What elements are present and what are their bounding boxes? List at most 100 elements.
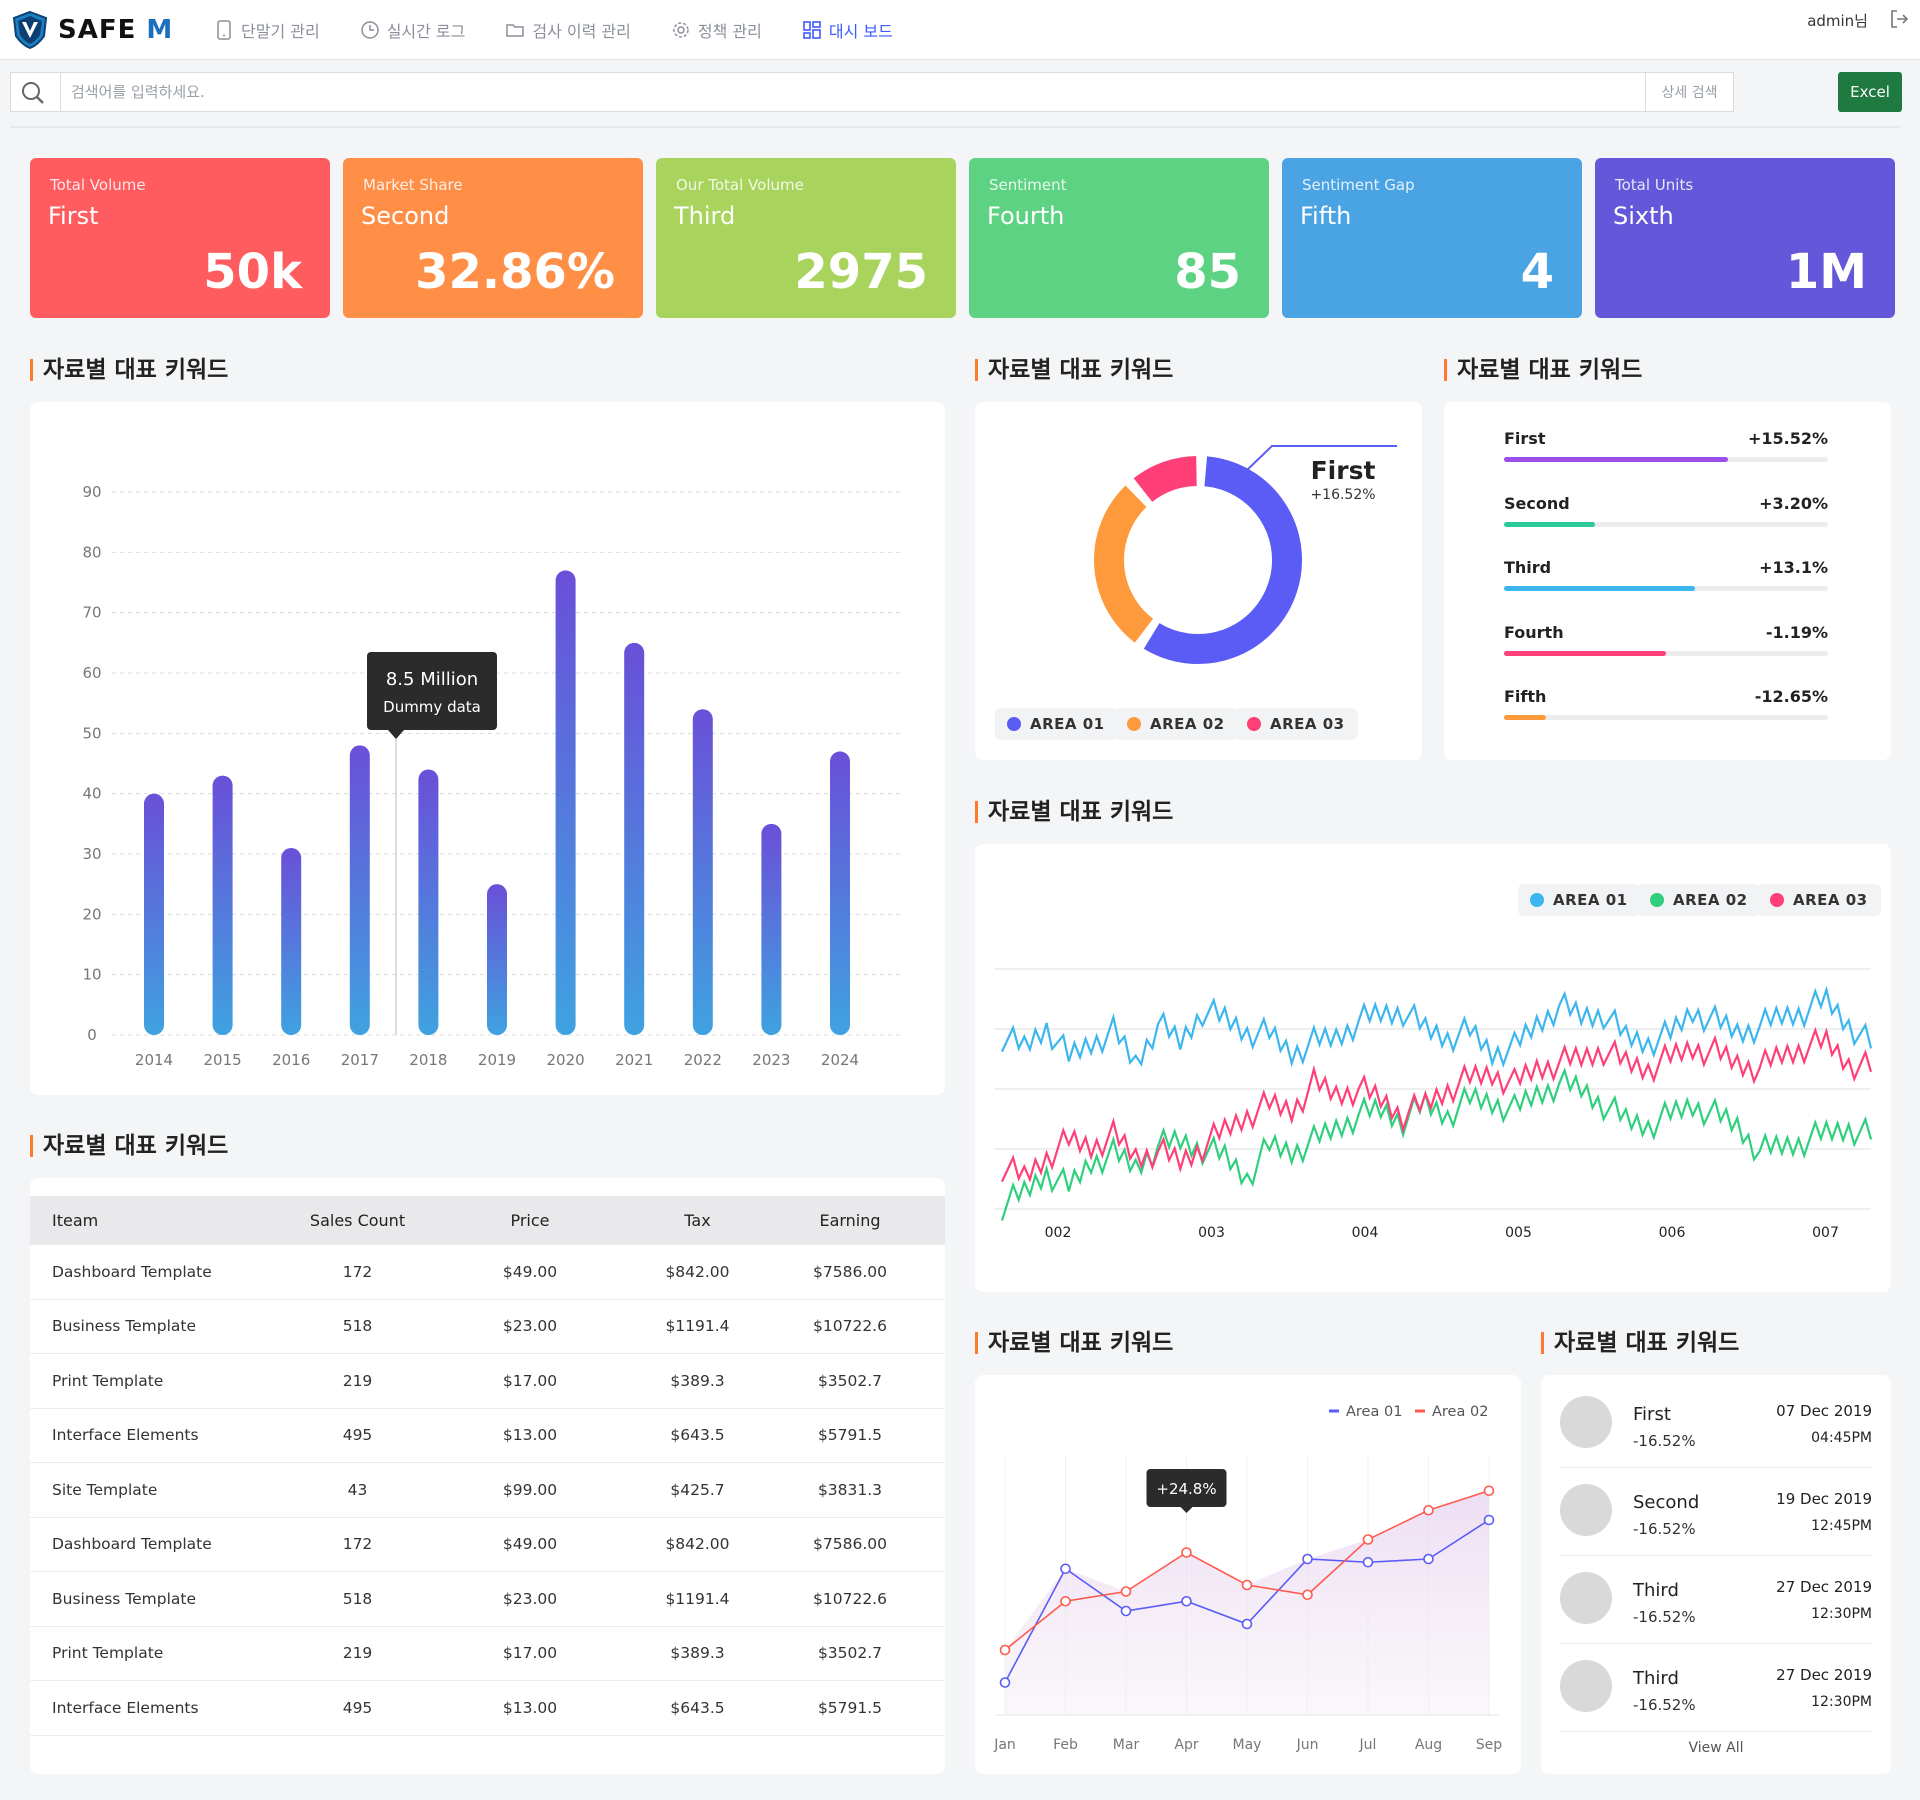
nav-item-label: 정책 관리 (697, 22, 762, 41)
table-row[interactable]: Business Template 518 $23.00 $1191.4 $10722.… (30, 1572, 945, 1627)
data-point[interactable] (999, 1644, 1011, 1656)
table-header-cell[interactable]: Iteam (52, 1211, 99, 1230)
data-point[interactable] (1302, 1589, 1313, 1601)
table-row[interactable]: Site Template 43 $99.00 $425.7 $3831.3 (30, 1463, 945, 1518)
table-header-cell[interactable]: Sales Count (309, 1211, 406, 1230)
data-point[interactable] (1120, 1605, 1132, 1617)
donut-slice[interactable] (1094, 485, 1154, 643)
data-point[interactable] (1181, 1595, 1192, 1607)
admin-user-label[interactable]: admin님 (1807, 12, 1868, 30)
table-row[interactable]: Print Template 219 $17.00 $389.3 $3502.7 (30, 1627, 945, 1681)
donut-slice[interactable] (1143, 456, 1302, 664)
excel-export-button[interactable]: Excel (1838, 72, 1902, 112)
bar[interactable] (212, 775, 233, 1035)
logo-text: SAFE M (58, 15, 174, 45)
kpi-card[interactable]: Sentiment Gap Fifth 4 (1282, 158, 1582, 318)
search-icon[interactable] (21, 81, 45, 105)
data-point[interactable] (1120, 1586, 1132, 1597)
data-point[interactable] (1423, 1504, 1434, 1516)
section-title-area-chart: 자료별 대표 키워드 (975, 1332, 1173, 1355)
search-input[interactable] (71, 77, 1631, 107)
data-point[interactable] (1302, 1553, 1313, 1565)
table-row[interactable]: Interface Elements 495 $13.00 $643.5 $5791.5 (30, 1681, 945, 1736)
kpi-card[interactable]: Total Volume First 50k (30, 158, 330, 318)
table-cell: 172 (342, 1262, 373, 1281)
logo[interactable]: SAFE M (10, 10, 173, 50)
logout-icon[interactable] (1888, 8, 1910, 30)
table-header-cell[interactable]: Earning (819, 1211, 881, 1230)
bar[interactable] (555, 570, 576, 1035)
progress-pct: -12.65% (1754, 687, 1828, 706)
kpi-value: 2975 (794, 244, 928, 300)
y-tick-label: 10 (82, 966, 101, 984)
table-row[interactable]: Interface Elements 495 $13.00 $643.5 $5791.5 (30, 1409, 945, 1463)
bar[interactable] (487, 884, 507, 1035)
activity-item[interactable]: Third -16.52% 27 Dec 2019 12:30PM (1560, 1644, 1872, 1732)
data-point[interactable] (1483, 1485, 1495, 1497)
series-line[interactable] (1001, 1026, 1873, 1183)
legend-item[interactable]: AREA 03 (1235, 708, 1358, 740)
activity-date: 19 Dec 2019 (1776, 1490, 1872, 1508)
donut-slice[interactable] (1133, 456, 1198, 503)
y-tick-label: 0 (87, 1026, 97, 1044)
nav-item-0[interactable]: 단말기 관리 (214, 18, 320, 42)
activity-item[interactable]: Second -16.52% 19 Dec 2019 12:45PM (1560, 1468, 1872, 1556)
nav-item-1[interactable]: 실시간 로그 (360, 18, 465, 42)
data-point[interactable] (1241, 1618, 1253, 1630)
data-point[interactable] (1060, 1563, 1071, 1575)
view-all-link[interactable]: View All (1688, 1740, 1744, 1756)
bar[interactable] (692, 709, 713, 1035)
legend-item[interactable]: AREA 02 (1115, 708, 1238, 740)
data-point[interactable] (999, 1677, 1011, 1688)
kpi-card[interactable]: Total Units Sixth 1M (1595, 158, 1895, 318)
data-point[interactable] (1060, 1595, 1071, 1607)
data-point[interactable] (1423, 1553, 1434, 1565)
data-point[interactable] (1362, 1556, 1374, 1568)
progress-track (1504, 586, 1828, 591)
data-point[interactable] (1362, 1534, 1374, 1545)
data-point[interactable] (1483, 1514, 1495, 1526)
data-point[interactable] (1181, 1547, 1192, 1558)
legend-item[interactable]: AREA 02 (1638, 884, 1761, 916)
table-header-cell[interactable]: Price (510, 1211, 550, 1230)
kpi-card[interactable]: Our Total Volume Third 2975 (656, 158, 956, 318)
table-row[interactable]: Dashboard Template 172 $49.00 $842.00 $7586.… (30, 1518, 945, 1572)
nav-item-3[interactable]: 정책 관리 (671, 18, 762, 42)
kpi-label: Sentiment Gap (1302, 176, 1415, 194)
nav-item-2[interactable]: 검사 이력 관리 (505, 18, 631, 42)
legend-item[interactable]: AREA 01 (1518, 884, 1641, 916)
table-row[interactable]: Business Template 518 $23.00 $1191.4 $10722.… (30, 1300, 945, 1354)
bar[interactable] (144, 793, 164, 1035)
bar[interactable] (624, 642, 645, 1035)
activity-item[interactable]: Third -16.52% 27 Dec 2019 12:30PM (1560, 1556, 1872, 1644)
legend-item[interactable]: AREA 03 (1758, 884, 1881, 916)
bar[interactable] (349, 745, 370, 1035)
activity-item[interactable]: First -16.52% 07 Dec 2019 04:45PM (1560, 1380, 1872, 1468)
data-point[interactable] (1241, 1579, 1253, 1591)
kpi-card[interactable]: Sentiment Fourth 85 (969, 158, 1269, 318)
bar[interactable] (418, 769, 439, 1035)
advanced-search-button[interactable]: 상세 검색 (1645, 73, 1733, 111)
divider (10, 126, 1900, 128)
avatar (1560, 1660, 1612, 1712)
legend-label[interactable]: Area 02 (1432, 1404, 1488, 1420)
progress-pct: -1.19% (1765, 622, 1828, 642)
table-cell: $643.5 (670, 1698, 725, 1717)
avatar (1560, 1484, 1612, 1536)
bar[interactable] (281, 847, 302, 1035)
table-cell: 518 (342, 1589, 373, 1608)
legend-item[interactable]: AREA 01 (995, 708, 1118, 740)
x-tick-label: 2020 (547, 1051, 585, 1069)
table-header-cell[interactable]: Tax (684, 1211, 711, 1230)
kpi-card[interactable]: Market Share Second 32.86% (343, 158, 643, 318)
table-row[interactable]: Print Template 219 $17.00 $389.3 $3502.7 (30, 1354, 945, 1409)
bar[interactable] (830, 751, 850, 1035)
series-line[interactable] (1001, 985, 1873, 1069)
bar[interactable] (761, 823, 782, 1035)
legend-label[interactable]: Area 01 (1346, 1404, 1402, 1420)
table-row[interactable]: Dashboard Template 172 $49.00 $842.00 $7586.… (30, 1245, 945, 1300)
donut-chart-card (975, 402, 1422, 760)
table-cell: $3502.7 (817, 1371, 883, 1390)
table-cell: Site Template (52, 1480, 158, 1499)
nav-item-4[interactable]: 대시 보드 (802, 18, 893, 42)
